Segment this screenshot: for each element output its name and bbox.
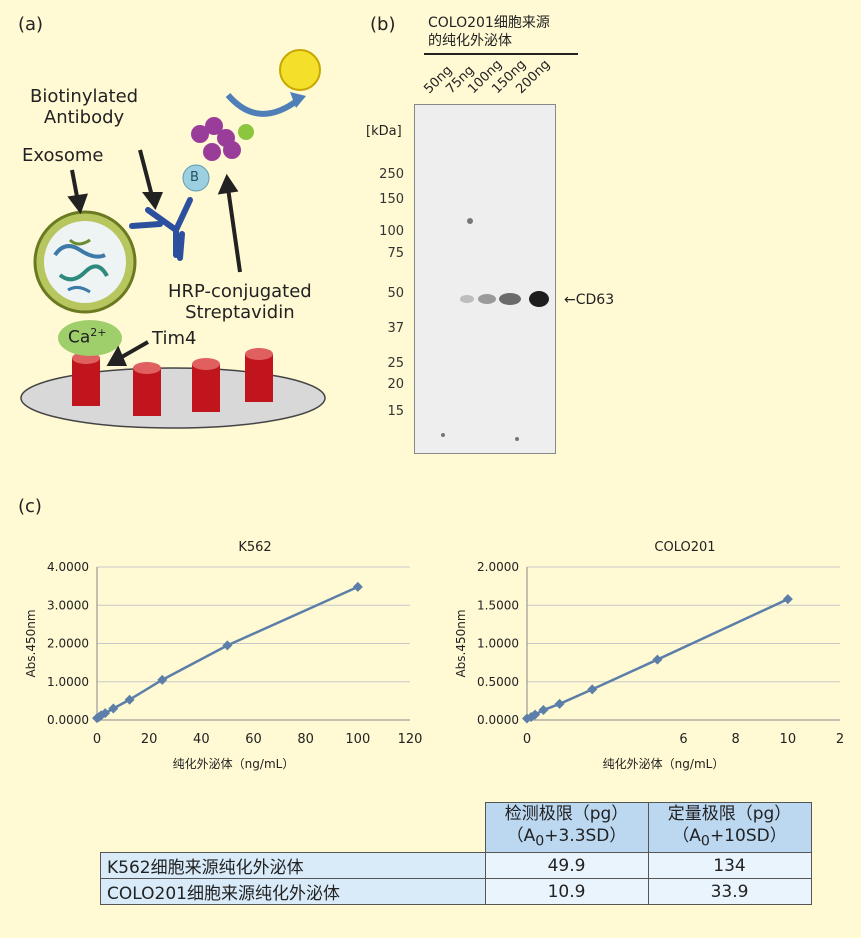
kda-marker: 75 (387, 246, 404, 261)
kda-marker: 25 (387, 356, 404, 371)
x-tick-label: 100 (345, 732, 370, 747)
x-tick-label: 80 (297, 732, 314, 747)
y-tick-label: 4.0000 (47, 560, 89, 574)
header-rule (424, 53, 578, 55)
data-point (782, 594, 793, 605)
x-tick-label: 120 (398, 732, 423, 747)
hrp-streptavidin-label: HRP-conjugated Streptavidin (168, 281, 312, 323)
tim4-cylinders (72, 348, 273, 416)
streptavidin-icon (191, 117, 254, 161)
lod-value: 49.9 (484, 852, 649, 880)
y-tick-label: 2.0000 (477, 560, 519, 574)
chart-title-k562: K562 (238, 540, 272, 555)
data-point (157, 674, 168, 685)
x-axis-label: 纯化外泌体（ng/mL） (603, 757, 725, 771)
x-tick-label: 60 (245, 732, 262, 747)
kda-marker: 50 (387, 286, 404, 301)
panel-b-label: (b) (370, 14, 396, 35)
y-tick-label: 3.0000 (47, 598, 89, 612)
antibody-icon (129, 197, 193, 261)
x-axis-label: 纯化外泌体（ng/mL） (173, 757, 295, 771)
loq-header: 定量极限（pg） （A0+10SD） (647, 801, 812, 854)
kda-label: [kDa] (366, 124, 402, 139)
colo201-chart: 0.0000 0.5000 1.0000 1.5000 2.0000 0 6 8 10 2 Abs.… (454, 560, 844, 771)
cd63-label: ←CD63 (564, 292, 615, 308)
data-point (352, 581, 363, 592)
row-label: COLO201细胞来源纯化外泌体 (100, 878, 486, 906)
data-point (100, 708, 111, 719)
kda-marker: 37 (387, 321, 404, 336)
blot-header: COLO201细胞来源 的纯化外泌体 (428, 15, 550, 49)
lod-header: 检测极限（pg） （A0+3.3SD） (484, 801, 649, 854)
x-tick-label: 0 (93, 732, 101, 747)
loq-value: 33.9 (647, 878, 812, 906)
y-tick-label: 0.0000 (477, 713, 519, 727)
x-tick-label: 20 (141, 732, 158, 747)
k562-chart: 0.0000 1.0000 2.0000 3.0000 4.0000 0 20 40 60 80 1… (24, 560, 423, 771)
panel-c-label: (c) (18, 496, 42, 517)
biotinylated-antibody-label: Biotinylated Antibody (30, 86, 139, 128)
y-tick-label: 2.0000 (47, 637, 89, 651)
exosome-label: Exosome (22, 145, 104, 166)
x-tick-label: 6 (679, 732, 687, 747)
calcium-label: Ca2+ (68, 326, 107, 348)
panel-a-label: (a) (18, 14, 44, 35)
calcium-ion (58, 320, 122, 356)
lod-value: 10.9 (484, 878, 649, 906)
loq-value: 134 (647, 852, 812, 880)
y-tick-label: 0.5000 (477, 675, 519, 689)
kda-marker: 150 (379, 192, 404, 207)
western-blot (414, 104, 556, 454)
data-point (124, 694, 135, 705)
platform (20, 367, 326, 429)
tim4-label: Tim4 (152, 328, 197, 349)
x-tick-label: 8 (732, 732, 740, 747)
kda-marker: 250 (379, 167, 404, 182)
pointer-arrows (67, 149, 242, 366)
exosome-icon (33, 210, 137, 314)
data-point (526, 711, 537, 722)
data-point (222, 640, 233, 651)
kda-marker: 20 (387, 377, 404, 392)
row-label: K562细胞来源纯化外泌体 (100, 852, 486, 880)
biotin-label: B (190, 170, 199, 185)
y-tick-label: 1.5000 (477, 598, 519, 612)
data-point (538, 705, 549, 716)
data-point (108, 703, 119, 714)
table-row: K562细胞来源纯化外泌体 49.9 134 (100, 852, 812, 880)
y-axis-label: Abs.450nm (24, 609, 38, 677)
reaction-arrow (225, 92, 300, 117)
x-tick-label: 40 (193, 732, 210, 747)
data-point (530, 709, 541, 720)
data-point (554, 698, 565, 709)
y-tick-label: 1.0000 (477, 637, 519, 651)
kda-marker: 100 (379, 224, 404, 239)
panel-a-diagram (20, 49, 326, 429)
x-tick-label: 0 (523, 732, 531, 747)
kda-marker: 15 (387, 404, 404, 419)
biotin-marker (182, 164, 210, 192)
product-icon (279, 49, 321, 91)
series-line (96, 585, 359, 720)
cd63-bands (460, 291, 549, 307)
data-point (652, 654, 663, 665)
table-row: COLO201细胞来源纯化外泌体 10.9 33.9 (100, 878, 812, 906)
data-point (587, 684, 598, 695)
data-point (522, 713, 532, 724)
x-tick-label: 2 (836, 732, 844, 747)
y-tick-label: 0.0000 (47, 713, 89, 727)
y-axis-label: Abs.450nm (454, 609, 468, 677)
x-tick-label: 10 (780, 732, 797, 747)
y-tick-label: 1.0000 (47, 675, 89, 689)
results-table: 检测极限（pg） （A0+3.3SD） 定量极限（pg） （A0+10SD） K… (100, 801, 812, 906)
chart-title-colo201: COLO201 (654, 540, 716, 555)
